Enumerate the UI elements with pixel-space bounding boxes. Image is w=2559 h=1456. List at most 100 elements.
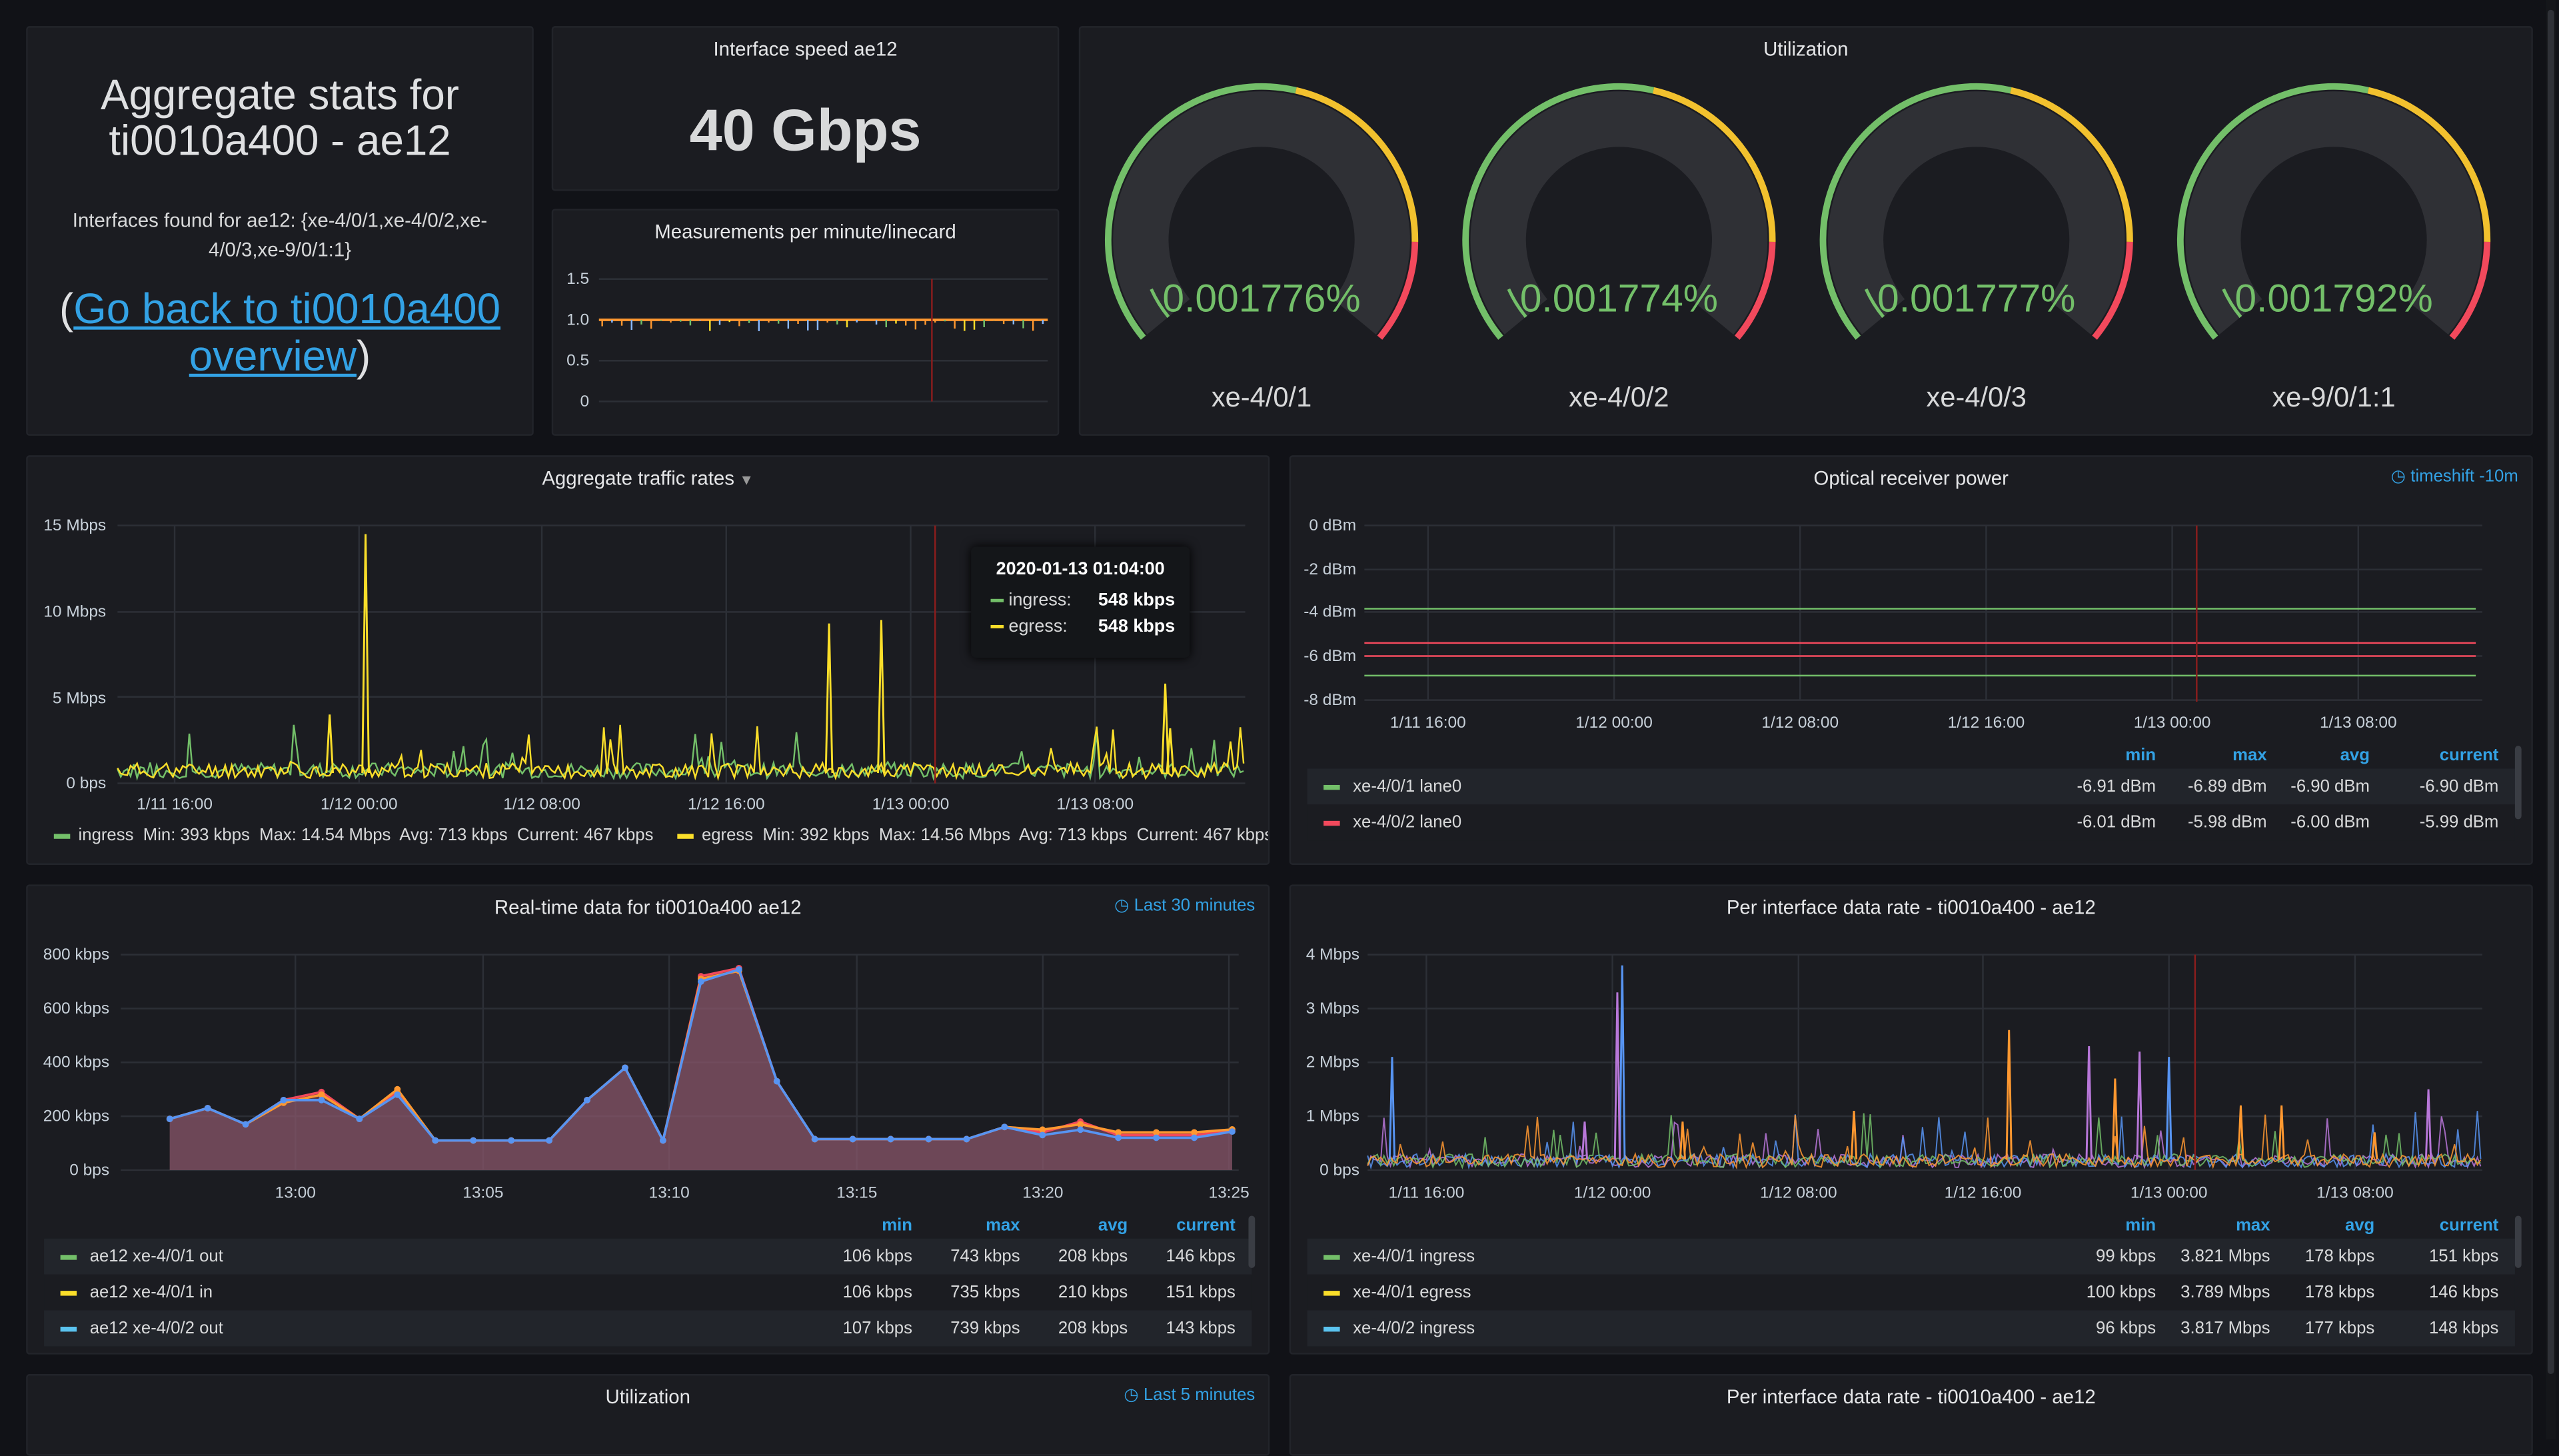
series-name[interactable]: xe-4/0/1 ingress bbox=[1353, 1247, 1475, 1267]
col-avg[interactable]: avg bbox=[2340, 746, 2370, 766]
bottom-utilization-panel: Utilization ◷ Last 5 minutes bbox=[26, 1374, 1270, 1456]
panel-title[interactable]: Utilization bbox=[1763, 37, 1849, 61]
col-current[interactable]: current bbox=[2439, 746, 2499, 766]
peak bbox=[1161, 683, 1170, 774]
x-tick: 1/13 00:00 bbox=[2131, 1184, 2208, 1202]
col-min[interactable]: min bbox=[2125, 1215, 2156, 1235]
legend-row[interactable]: xe-4/0/2 ingress 96 kbps 3.817 Mbps 177 … bbox=[1307, 1310, 2515, 1347]
panel-title[interactable]: Per interface data rate - ti0010a400 - a… bbox=[1726, 896, 2096, 919]
gauge-threshold-green bbox=[2176, 83, 2369, 340]
cell-current: 146 kbps bbox=[1166, 1247, 1236, 1267]
cell-max: 739 kbps bbox=[950, 1318, 1020, 1339]
peak bbox=[1581, 1121, 1589, 1159]
col-current[interactable]: current bbox=[1176, 1215, 1236, 1235]
timeshift-info: ◷ Last 30 minutes bbox=[1114, 896, 1255, 915]
panel-title[interactable]: Aggregate traffic rates bbox=[542, 466, 734, 490]
data-point bbox=[1077, 1126, 1084, 1133]
peak bbox=[1619, 965, 1626, 1159]
legend-row[interactable]: ae12 xe-4/0/1 out 106 kbps 743 kbps 208 … bbox=[44, 1238, 1252, 1275]
series-name[interactable]: xe-4/0/1 lane0 bbox=[1353, 776, 1462, 797]
legend-egress-name[interactable]: egress bbox=[701, 826, 754, 846]
data-point bbox=[280, 1096, 287, 1103]
legend-row[interactable]: xe-4/0/1 egress 100 kbps 3.789 Mbps 178 … bbox=[1307, 1274, 2515, 1311]
y-tick: 2 Mbps bbox=[1306, 1054, 1359, 1072]
panel-title[interactable]: Per interface data rate - ti0010a400 - a… bbox=[1726, 1385, 2096, 1409]
data-point bbox=[356, 1115, 363, 1123]
panel-title[interactable]: Optical receiver power bbox=[1813, 466, 2009, 490]
caret-down-icon[interactable]: ▼ bbox=[739, 471, 754, 488]
col-min[interactable]: min bbox=[2125, 746, 2156, 766]
interfaces-line2: 4/0/3,xe-9/0/1:1} bbox=[208, 238, 352, 261]
data-point bbox=[887, 1135, 894, 1143]
x-tick: 1/12 00:00 bbox=[1574, 1184, 1651, 1202]
panel-title-wrap[interactable]: Aggregate traffic rates ▼ bbox=[28, 466, 1268, 489]
interface-speed-panel: Interface speed ae12 40 Gbps bbox=[551, 26, 1060, 191]
peak bbox=[2278, 1105, 2285, 1159]
y-tick: 1.0 bbox=[566, 311, 589, 329]
gauge-value-arc bbox=[2222, 288, 2242, 319]
panel-title[interactable]: Measurements per minute/linecard bbox=[654, 220, 956, 243]
cell-current: 146 kbps bbox=[2429, 1282, 2499, 1303]
scrollbar[interactable] bbox=[2514, 746, 2522, 820]
series-name[interactable]: ae12 xe-4/0/2 out bbox=[89, 1318, 223, 1339]
data-point bbox=[622, 1064, 628, 1072]
timeshift-label: Last 30 minutes bbox=[1134, 896, 1256, 916]
scrollbar[interactable] bbox=[2514, 1215, 2522, 1268]
x-tick: 1/12 08:00 bbox=[1760, 1184, 1837, 1202]
cell-max: -5.98 dBm bbox=[2187, 812, 2267, 832]
tooltip-time: 2020-01-13 01:04:00 bbox=[996, 560, 1165, 580]
legend-row[interactable]: ae12 xe-4/0/1 in 106 kbps 735 kbps 210 k… bbox=[44, 1274, 1252, 1311]
page-scrollbar-track[interactable] bbox=[2546, 0, 2556, 1439]
x-tick: 13:00 bbox=[275, 1184, 316, 1202]
scrollbar[interactable] bbox=[1248, 1215, 1256, 1268]
x-tick: 13:10 bbox=[648, 1184, 689, 1202]
series-name[interactable]: ae12 xe-4/0/1 out bbox=[89, 1247, 223, 1267]
legend-row[interactable]: xe-4/0/1 lane0 -6.91 dBm -6.89 dBm -6.90… bbox=[1307, 768, 2515, 805]
series-name[interactable]: xe-4/0/2 ingress bbox=[1353, 1318, 1475, 1339]
legend-egress-stats: Min: 392 kbps Max: 14.56 Mbps Avg: 713 k… bbox=[762, 826, 1270, 846]
data-point bbox=[318, 1096, 325, 1103]
data-point bbox=[925, 1135, 932, 1143]
gauge-threshold-yellow bbox=[2367, 87, 2491, 242]
peak bbox=[325, 714, 335, 774]
col-avg[interactable]: avg bbox=[2344, 1215, 2375, 1235]
tooltip-value: 548 kbps bbox=[1098, 616, 1176, 637]
traffic-legend: ingress Min: 393 kbps Max: 14.54 Mbps Av… bbox=[53, 826, 1270, 846]
col-avg[interactable]: avg bbox=[1098, 1215, 1128, 1235]
series-swatch bbox=[60, 1255, 77, 1260]
panel-title[interactable]: Real-time data for ti0010a400 ae12 bbox=[494, 896, 802, 919]
col-min[interactable]: min bbox=[882, 1215, 912, 1235]
panel-title[interactable]: Utilization bbox=[605, 1385, 690, 1409]
series-name[interactable]: xe-4/0/1 egress bbox=[1353, 1282, 1471, 1303]
page-scrollbar-thumb[interactable] bbox=[2547, 9, 2554, 1375]
cell-min: 100 kbps bbox=[2086, 1282, 2156, 1303]
legend-ingress-name[interactable]: ingress bbox=[78, 826, 134, 846]
y-tick: 1 Mbps bbox=[1306, 1107, 1359, 1125]
peak bbox=[2136, 1052, 2143, 1159]
cell-min: -6.01 dBm bbox=[2077, 812, 2156, 832]
legend-row[interactable]: xe-4/0/2 lane0 -6.01 dBm -5.98 dBm -6.00… bbox=[1307, 804, 2515, 841]
series-name[interactable]: xe-4/0/2 lane0 bbox=[1353, 812, 1462, 832]
cell-avg: -6.90 dBm bbox=[2290, 776, 2370, 797]
y-tick: -2 dBm bbox=[1303, 560, 1356, 578]
peak bbox=[1166, 728, 1175, 774]
peak bbox=[2371, 1132, 2378, 1159]
cell-min: 106 kbps bbox=[842, 1282, 912, 1303]
back-link-line1[interactable]: Go back to ti0010a400 bbox=[73, 284, 500, 333]
legend-row[interactable]: xe-4/0/1 ingress 99 kbps 3.821 Mbps 178 … bbox=[1307, 1238, 2515, 1275]
col-max[interactable]: max bbox=[986, 1215, 1020, 1235]
y-tick: 4 Mbps bbox=[1306, 946, 1359, 964]
legend-row[interactable]: ae12 xe-4/0/2 out 107 kbps 739 kbps 208 … bbox=[44, 1310, 1252, 1347]
gauge-track bbox=[1827, 91, 2125, 335]
data-point bbox=[1039, 1131, 1046, 1139]
x-tick: 13:15 bbox=[836, 1184, 877, 1202]
series-swatch bbox=[1323, 820, 1340, 826]
peak bbox=[877, 620, 886, 774]
col-max[interactable]: max bbox=[2232, 746, 2267, 766]
col-current[interactable]: current bbox=[2439, 1215, 2499, 1235]
cell-current: 151 kbps bbox=[2429, 1247, 2499, 1267]
back-link-line2[interactable]: overview bbox=[189, 331, 357, 380]
col-max[interactable]: max bbox=[2236, 1215, 2270, 1235]
panel-title[interactable]: Interface speed ae12 bbox=[713, 37, 898, 61]
series-name[interactable]: ae12 xe-4/0/1 in bbox=[89, 1282, 213, 1303]
